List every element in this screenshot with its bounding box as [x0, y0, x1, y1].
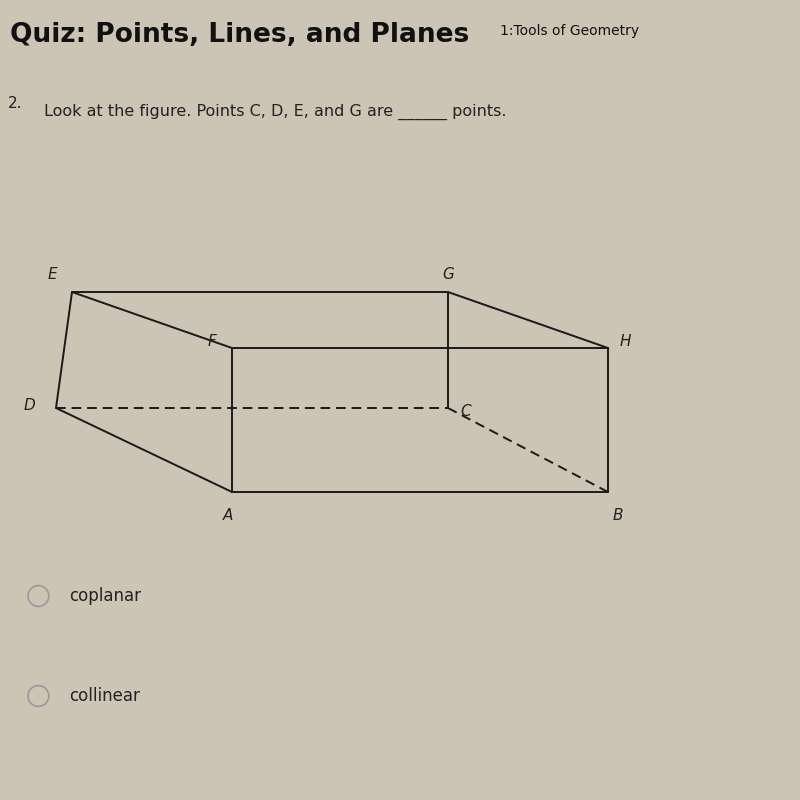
Text: coplanar: coplanar	[69, 587, 141, 605]
Text: D: D	[24, 398, 35, 413]
Text: collinear: collinear	[69, 687, 140, 705]
Text: B: B	[612, 509, 623, 523]
Text: 1:Tools of Geometry: 1:Tools of Geometry	[500, 24, 639, 38]
Text: 2.: 2.	[8, 96, 22, 111]
Text: G: G	[442, 267, 454, 282]
Text: Quiz: Points, Lines, and Planes: Quiz: Points, Lines, and Planes	[10, 22, 469, 48]
Text: C: C	[460, 405, 471, 419]
Text: A: A	[223, 509, 233, 523]
Text: E: E	[47, 267, 57, 282]
Text: Look at the figure. Points C, D, E, and G are ______ points.: Look at the figure. Points C, D, E, and …	[44, 104, 506, 120]
Text: H: H	[620, 334, 631, 349]
Text: F: F	[208, 334, 216, 349]
